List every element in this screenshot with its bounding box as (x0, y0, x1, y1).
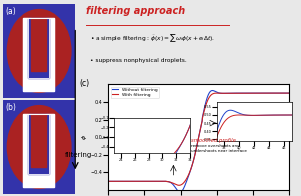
With filtering (243, 92, 247, 94)
With filtering (138, 180, 142, 182)
Without filtering (153, 180, 157, 182)
Text: • a simple filtering : $\tilde{\phi}(x) = \sum \omega_i \phi(x + e_i \Delta t)$.: • a simple filtering : $\tilde{\phi}(x) … (90, 32, 215, 44)
Bar (28, 18, 48, 78)
Text: remove overshoots and
undershoots near interface: remove overshoots and undershoots near i… (191, 144, 247, 153)
Bar (31, 18, 46, 71)
Text: filtering: filtering (65, 152, 92, 158)
With filtering (188, 169, 192, 172)
Without filtering (107, 180, 110, 182)
Text: (b): (b) (5, 103, 16, 112)
With filtering (107, 180, 110, 182)
Text: (a): (a) (5, 7, 16, 16)
Bar (23, 114, 54, 187)
Bar (23, 18, 54, 91)
Text: smoothed profile: smoothed profile (191, 138, 236, 143)
Line: With filtering: With filtering (108, 93, 289, 185)
With filtering (153, 180, 157, 182)
Without filtering (178, 191, 182, 193)
Legend: Without filtering, With filtering: Without filtering, With filtering (110, 86, 159, 98)
Without filtering (188, 170, 192, 172)
Y-axis label: $\phi$: $\phi$ (80, 134, 89, 140)
Without filtering (138, 180, 142, 182)
Without filtering (228, 92, 231, 94)
Bar (31, 114, 46, 167)
Circle shape (7, 106, 71, 188)
Without filtering (211, 89, 214, 92)
With filtering (177, 184, 181, 186)
Text: • suppress nonphysical droplets.: • suppress nonphysical droplets. (90, 58, 187, 63)
With filtering (213, 92, 217, 94)
Bar (28, 114, 48, 174)
Without filtering (243, 92, 247, 94)
Without filtering (287, 92, 291, 94)
Circle shape (7, 10, 71, 92)
Bar (28, 18, 48, 78)
Bar (23, 18, 54, 91)
With filtering (228, 92, 231, 94)
With filtering (287, 92, 291, 94)
Text: (c): (c) (79, 79, 90, 88)
Bar (23, 114, 54, 187)
Line: Without filtering: Without filtering (108, 91, 289, 192)
Without filtering (214, 90, 217, 93)
Text: filtering approach: filtering approach (85, 6, 185, 16)
Bar (28, 114, 48, 174)
